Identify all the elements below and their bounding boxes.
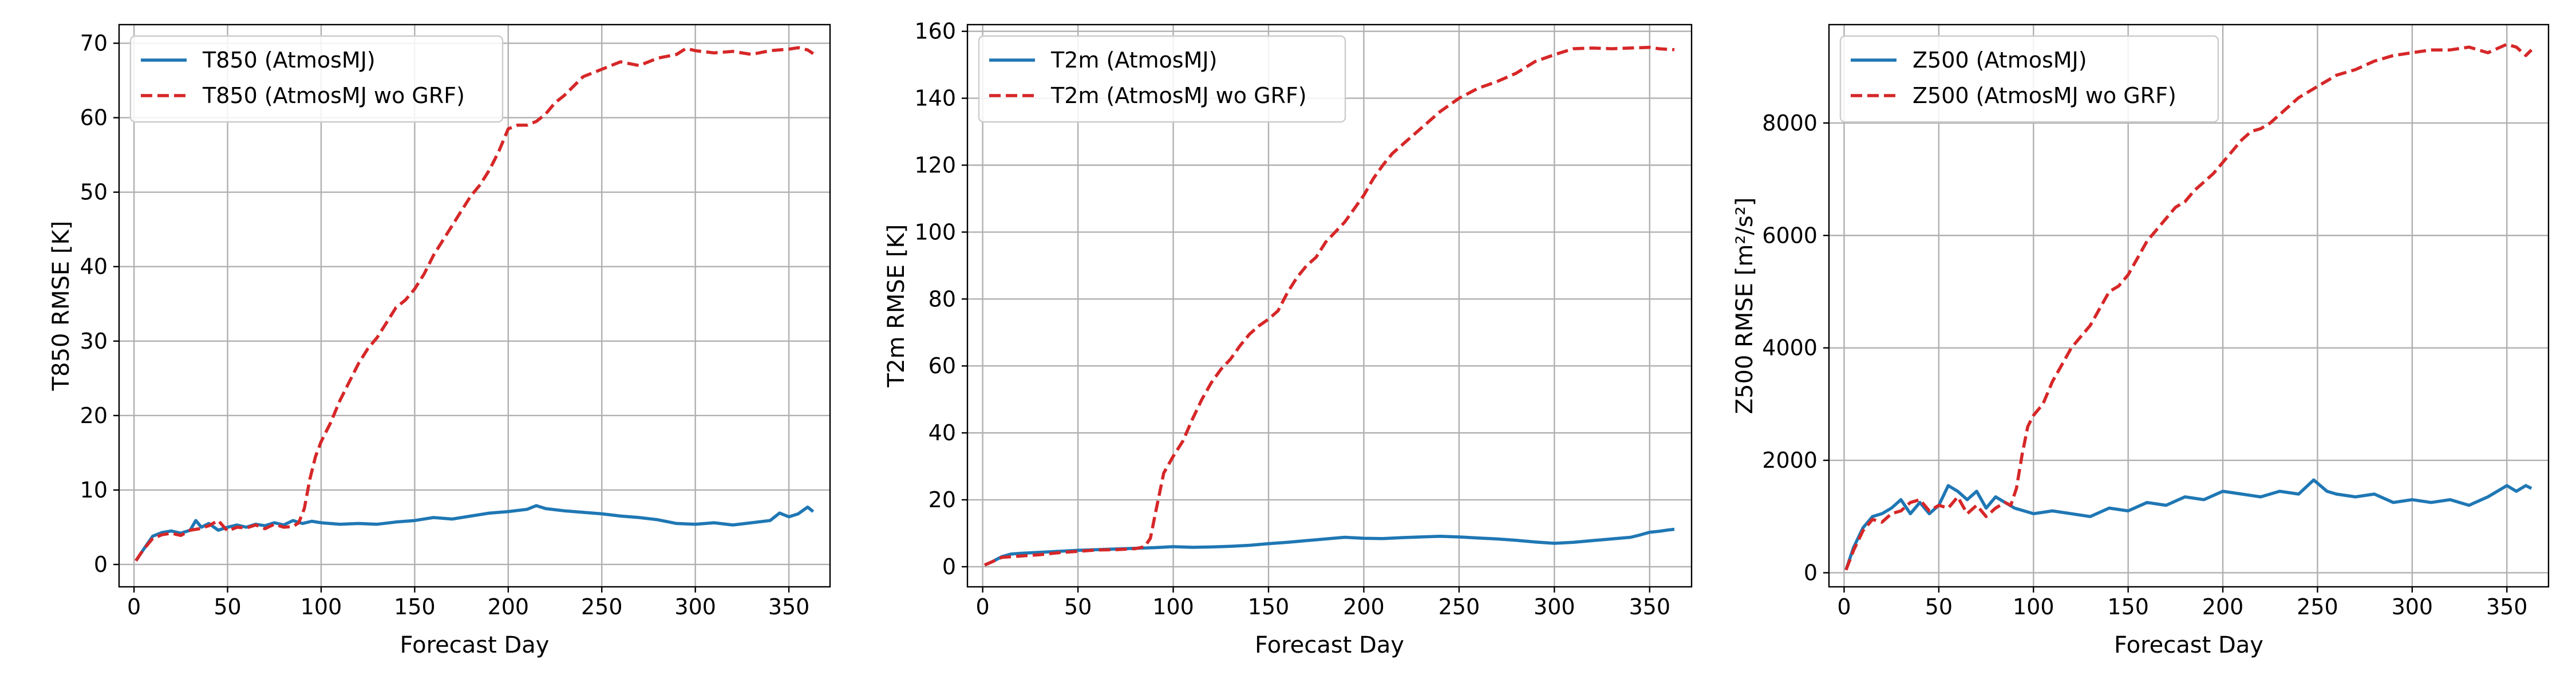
y-tick-label: 8000 [1762,110,1818,136]
y-tick-label: 4000 [1762,335,1818,361]
y-tick-label: 80 [929,286,956,311]
plot-frame [1828,23,2550,588]
x-tick-label: 350 [768,594,810,619]
chart-panel-3: 0 50 100 150 200 250 300 350 0 2000 4000 6000 8000 Fo… [1732,23,2550,658]
y-tick-label: 2000 [1762,448,1818,473]
x-axis-label: Forecast Day [400,632,550,658]
x-tick-label: 50 [1925,594,1953,619]
y-tick-label: 40 [80,254,108,279]
series-line-atmosmj-wo-grf [1844,42,2533,571]
x-tick-label: 350 [2486,594,2528,619]
y-axis-label: T2m RMSE [K] [883,224,910,388]
x-tick-label: 350 [1629,594,1670,619]
y-tick-label: 140 [914,86,956,111]
x-tick-label: 0 [976,594,990,619]
x-tick-label: 150 [2107,594,2149,619]
plot-frame [118,23,831,588]
y-axis-label: T850 RMSE [K] [48,221,74,392]
x-tick-label: 300 [2392,594,2433,619]
y-tick-label: 0 [1804,560,1818,585]
legend-box [978,35,1346,123]
y-tick-label: 70 [80,31,108,56]
chart-panel-2: 0 50 100 150 200 250 300 350 0 20 40 60 80 100 120 140 1… [883,19,1693,658]
y-tick-label: 20 [80,403,108,428]
x-tick-label: 150 [394,594,436,619]
plot-frame [966,23,1693,588]
x-tick-label: 50 [1064,594,1092,619]
x-tick-label: 250 [1439,594,1480,619]
x-tick-label: 200 [1343,594,1385,619]
y-tick-label: 10 [80,477,108,503]
x-axis-label: Forecast Day [1255,632,1404,658]
legend-entry: T850 (AtmosMJ wo GRF) [202,83,465,108]
y-tick-label: 50 [80,180,108,205]
legend-entry: Z500 (AtmosMJ) [1913,48,2087,73]
legend-box [1839,35,2219,123]
series-line-atmosmj-wo-grf [135,46,815,562]
legend-entry: T2m (AtmosMJ) [1050,48,1217,73]
legend-entry: T850 (AtmosMJ) [202,48,376,73]
y-tick-label: 6000 [1762,223,1818,248]
y-tick-label: 20 [929,487,956,512]
x-tick-label: 100 [301,594,342,619]
y-tick-label: 160 [914,19,956,44]
x-tick-label: 150 [1248,594,1290,619]
legend-entry: T2m (AtmosMJ wo GRF) [1050,83,1307,108]
x-tick-label: 200 [488,594,530,619]
x-tick-label: 0 [1837,594,1851,619]
y-tick-label: 30 [80,329,108,354]
x-tick-label: 100 [2013,594,2055,619]
series-line-atmosmj [1844,478,2532,571]
x-tick-label: 250 [581,594,623,619]
x-tick-label: 0 [127,594,141,619]
legend-entry: Z500 (AtmosMJ wo GRF) [1913,83,2176,108]
y-tick-label: 60 [929,353,956,378]
x-tick-label: 300 [674,594,716,619]
x-tick-label: 100 [1152,594,1194,619]
legend-box [129,35,504,123]
y-tick-label: 100 [914,219,956,244]
x-tick-label: 300 [1534,594,1575,619]
y-tick-label: 0 [942,554,956,579]
y-axis-label: Z500 RMSE [m²/s²] [1732,198,1758,414]
y-tick-label: 120 [914,153,956,178]
x-axis-label: Forecast Day [2114,632,2263,658]
series-line-atmosmj [135,504,815,562]
x-tick-label: 50 [214,594,241,619]
series-line-atmosmj [983,527,1675,567]
series-line-atmosmj-wo-grf [983,45,1675,567]
x-tick-label: 200 [2202,594,2244,619]
x-tick-label: 250 [2297,594,2338,619]
y-tick-label: 40 [929,420,956,445]
chart-panel-1: 0 50 100 150 200 250 300 350 0 10 20 30 40 50 60 70 Fore… [48,23,831,658]
y-tick-label: 60 [80,105,108,131]
y-tick-label: 0 [94,552,108,577]
